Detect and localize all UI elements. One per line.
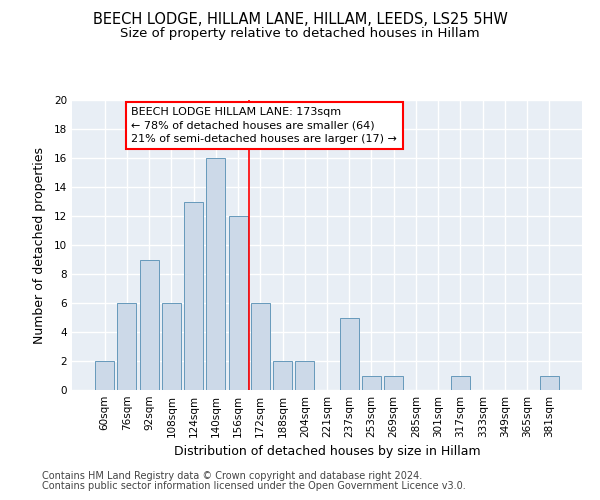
- Bar: [118, 303, 136, 390]
- Bar: [95, 361, 114, 390]
- Text: Size of property relative to detached houses in Hillam: Size of property relative to detached ho…: [120, 28, 480, 40]
- Bar: [451, 376, 470, 390]
- Text: Contains HM Land Registry data © Crown copyright and database right 2024.: Contains HM Land Registry data © Crown c…: [42, 471, 422, 481]
- Bar: [295, 361, 314, 390]
- Bar: [206, 158, 225, 390]
- Text: Contains public sector information licensed under the Open Government Licence v3: Contains public sector information licen…: [42, 481, 466, 491]
- Bar: [162, 303, 181, 390]
- Bar: [251, 303, 270, 390]
- Y-axis label: Number of detached properties: Number of detached properties: [32, 146, 46, 344]
- Text: BEECH LODGE, HILLAM LANE, HILLAM, LEEDS, LS25 5HW: BEECH LODGE, HILLAM LANE, HILLAM, LEEDS,…: [92, 12, 508, 28]
- Bar: [229, 216, 248, 390]
- Bar: [273, 361, 292, 390]
- Bar: [540, 376, 559, 390]
- Bar: [362, 376, 381, 390]
- X-axis label: Distribution of detached houses by size in Hillam: Distribution of detached houses by size …: [173, 446, 481, 458]
- Text: BEECH LODGE HILLAM LANE: 173sqm
← 78% of detached houses are smaller (64)
21% of: BEECH LODGE HILLAM LANE: 173sqm ← 78% of…: [131, 108, 397, 144]
- Bar: [140, 260, 158, 390]
- Bar: [184, 202, 203, 390]
- Bar: [384, 376, 403, 390]
- Bar: [340, 318, 359, 390]
